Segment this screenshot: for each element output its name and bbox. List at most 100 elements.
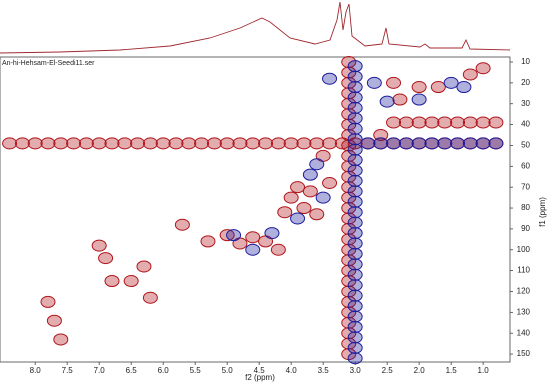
y-tick-label: 60 xyxy=(521,161,530,170)
peak xyxy=(53,333,69,346)
peak xyxy=(206,137,222,150)
peak xyxy=(398,116,414,129)
peak xyxy=(443,76,459,89)
peak xyxy=(347,279,363,292)
peak xyxy=(386,76,402,89)
x-tick-label: 3.5 xyxy=(318,366,330,375)
peak xyxy=(155,137,171,150)
peak xyxy=(200,235,216,248)
peak xyxy=(98,252,114,265)
peak xyxy=(347,195,363,208)
peak xyxy=(123,275,139,288)
peak xyxy=(309,208,325,221)
x-axis-label: f2 (ppm) xyxy=(245,373,275,382)
dataset-name: An-hi-Hehsam-El-Seedi11.ser xyxy=(2,60,95,67)
peak xyxy=(475,62,491,75)
peak xyxy=(347,185,363,198)
peak xyxy=(104,275,120,288)
x-tick-label: 4.5 xyxy=(254,366,266,375)
peak xyxy=(315,191,331,204)
peak xyxy=(347,154,363,167)
peak xyxy=(437,116,453,129)
peak xyxy=(462,68,478,81)
y-tick-label: 20 xyxy=(521,78,530,87)
x-tick-label: 8.0 xyxy=(30,366,42,375)
peak xyxy=(78,137,94,150)
peak xyxy=(245,137,261,150)
y-tick-label: 100 xyxy=(517,245,531,254)
peak xyxy=(322,72,338,85)
peak xyxy=(264,227,280,240)
peak xyxy=(53,137,69,150)
peak xyxy=(226,229,242,242)
x-tick-label: 1.0 xyxy=(478,366,490,375)
peak xyxy=(456,81,472,94)
peak xyxy=(142,291,158,304)
peak xyxy=(347,112,363,125)
peak xyxy=(283,191,299,204)
peak xyxy=(475,137,491,150)
peak xyxy=(290,181,306,194)
peak xyxy=(347,164,363,177)
peak xyxy=(373,129,389,142)
y-tick-label: 40 xyxy=(521,120,530,129)
peak xyxy=(450,116,466,129)
peak xyxy=(386,137,402,150)
peak xyxy=(347,227,363,240)
x-tick-label: 6.0 xyxy=(158,366,170,375)
y-tick-label: 50 xyxy=(521,141,530,150)
peak xyxy=(277,206,293,219)
peak xyxy=(347,247,363,260)
peak xyxy=(424,137,440,150)
peak xyxy=(270,243,286,256)
peak xyxy=(347,216,363,229)
peak xyxy=(117,137,133,150)
peak xyxy=(437,137,453,150)
peak xyxy=(411,116,427,129)
peak xyxy=(258,137,274,150)
y-tick-label: 10 xyxy=(521,57,530,66)
peak xyxy=(174,218,190,231)
peak xyxy=(347,341,363,354)
projection-trace xyxy=(0,1,511,54)
peak xyxy=(398,137,414,150)
peak xyxy=(462,137,478,150)
peak xyxy=(46,314,62,327)
peak xyxy=(296,202,312,215)
peak xyxy=(392,93,408,106)
x-tick-label: 7.0 xyxy=(94,366,106,375)
peak xyxy=(347,268,363,281)
x-tick-label: 2.5 xyxy=(382,366,394,375)
x-tick-label: 5.0 xyxy=(222,366,234,375)
peak xyxy=(379,95,395,108)
peak xyxy=(245,231,261,244)
x-tick-label: 3.0 xyxy=(350,366,362,375)
peak xyxy=(347,237,363,250)
peak xyxy=(27,137,43,150)
peak xyxy=(309,137,325,150)
peak xyxy=(283,137,299,150)
peak xyxy=(430,81,446,94)
peak xyxy=(322,137,338,150)
peak xyxy=(347,289,363,302)
peak xyxy=(66,137,82,150)
peak xyxy=(91,137,107,150)
y-tick-label: 110 xyxy=(517,266,530,275)
peak xyxy=(347,352,363,365)
peak xyxy=(194,137,210,150)
peak xyxy=(411,93,427,106)
peak xyxy=(219,229,235,242)
peak xyxy=(347,310,363,323)
peak xyxy=(450,137,466,150)
y-tick-label: 30 xyxy=(521,99,530,108)
peak xyxy=(424,116,440,129)
peak xyxy=(373,137,389,150)
peak xyxy=(488,116,504,129)
x-tick-label: 4.0 xyxy=(286,366,298,375)
peak xyxy=(14,137,30,150)
y-tick-label: 140 xyxy=(517,328,531,337)
y-tick-label: 90 xyxy=(521,224,530,233)
peak xyxy=(475,116,491,129)
peak xyxy=(366,76,382,89)
